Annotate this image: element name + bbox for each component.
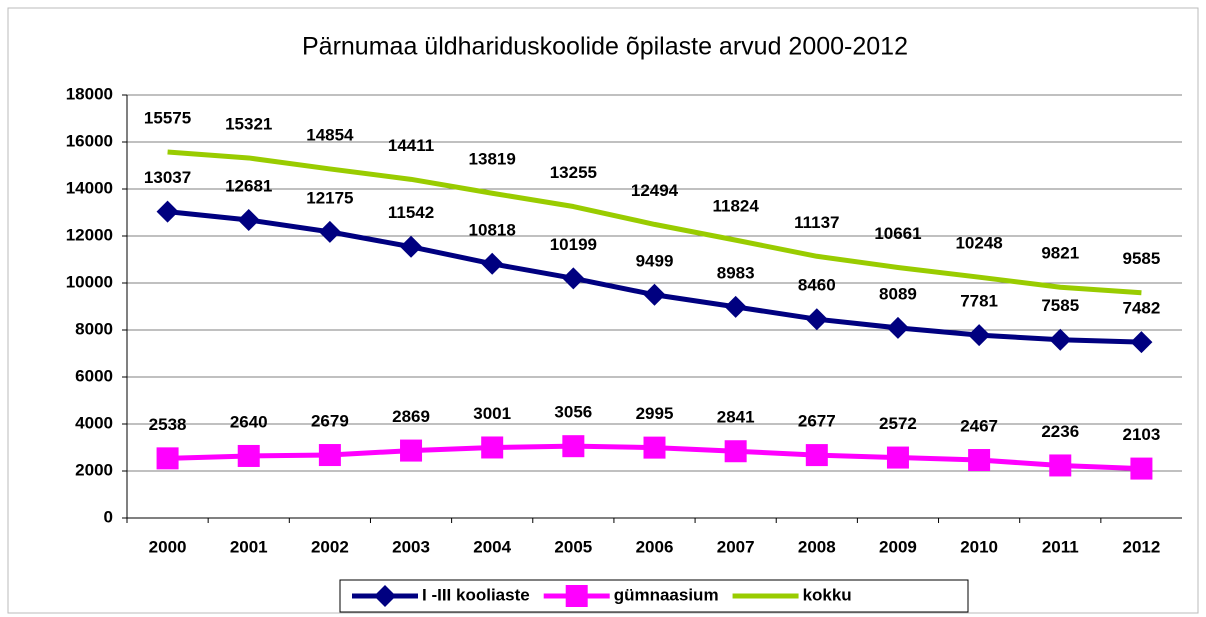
point-marker (481, 436, 504, 459)
y-tick-label: 16000 (66, 131, 113, 150)
x-tick-label: 2005 (554, 537, 592, 556)
data-label: 9499 (636, 251, 674, 270)
point-marker (481, 252, 504, 275)
data-label: 3056 (554, 403, 592, 422)
point-marker (968, 449, 991, 472)
data-label: 8089 (879, 284, 917, 303)
point-marker (724, 295, 747, 318)
point-marker (400, 235, 423, 258)
point-marker (318, 444, 341, 467)
data-label: 2869 (392, 407, 430, 426)
data-label: 13255 (550, 163, 597, 182)
y-tick-label: 0 (104, 507, 113, 526)
legend-marker (565, 585, 588, 607)
point-marker (886, 316, 909, 339)
data-label: 15575 (144, 108, 191, 127)
data-label: 2236 (1041, 422, 1079, 441)
legend-box (339, 579, 969, 613)
data-label: 10818 (469, 220, 516, 239)
y-tick-label: 6000 (75, 366, 113, 385)
point-marker (562, 267, 585, 290)
x-tick-label: 2011 (1042, 537, 1079, 556)
data-label: 12494 (631, 181, 679, 200)
x-tick-label: 2003 (392, 537, 430, 556)
point-marker (156, 447, 179, 470)
chart-frame (7, 7, 1199, 614)
point-marker (237, 208, 260, 231)
legend-label: I -III kooliaste (422, 585, 530, 604)
point-marker (400, 439, 423, 462)
point-marker (1049, 454, 1072, 477)
point-marker (643, 436, 666, 459)
data-label: 10661 (874, 224, 921, 243)
y-tick-label: 8000 (75, 319, 113, 338)
data-label: 14411 (388, 136, 434, 155)
x-tick-label: 2001 (230, 537, 268, 556)
point-marker (724, 440, 747, 463)
point-marker (156, 200, 179, 223)
data-label: 11137 (794, 213, 839, 232)
data-label: 14854 (306, 125, 354, 144)
data-label: 10199 (550, 235, 597, 254)
data-label: 2640 (230, 412, 268, 431)
y-tick-label: 2000 (75, 460, 113, 479)
data-label: 2572 (879, 414, 917, 433)
y-tick-label: 12000 (66, 225, 113, 244)
data-label: 2677 (798, 412, 836, 431)
point-marker (805, 308, 828, 331)
point-marker (237, 444, 260, 467)
y-tick-label: 18000 (66, 84, 113, 103)
x-tick-label: 2000 (149, 537, 187, 556)
x-tick-label: 2008 (798, 537, 836, 556)
point-marker (805, 444, 828, 467)
data-label: 12681 (225, 176, 272, 195)
data-label: 9821 (1041, 244, 1079, 263)
y-tick-label: 10000 (66, 272, 113, 291)
data-label: 2841 (717, 408, 755, 427)
data-label: 12175 (306, 188, 353, 207)
data-label: 2103 (1123, 425, 1161, 444)
data-label: 7482 (1123, 299, 1161, 318)
point-marker (562, 435, 585, 458)
data-label: 8983 (717, 263, 755, 282)
data-label: 2467 (960, 417, 998, 436)
data-label: 7585 (1041, 296, 1079, 315)
chart-title: Pärnumaa üldhariduskoolide õpilaste arvu… (302, 33, 908, 61)
data-label: 2679 (311, 412, 349, 431)
series-line (167, 149, 1142, 296)
legend-label: kokku (803, 585, 852, 604)
point-marker (1130, 331, 1153, 354)
x-tick-label: 2002 (311, 537, 349, 556)
data-label: 7781 (960, 292, 998, 311)
point-marker (1130, 457, 1153, 480)
data-label: 11542 (388, 203, 434, 222)
data-label: 15321 (225, 114, 272, 133)
data-label: 8460 (798, 276, 836, 295)
x-tick-label: 2006 (636, 537, 674, 556)
y-tick-label: 14000 (66, 178, 113, 197)
x-tick-label: 2010 (960, 537, 998, 556)
legend-marker (374, 585, 396, 607)
data-label: 10248 (955, 234, 1002, 253)
point-marker (643, 283, 666, 306)
point-marker (1049, 328, 1072, 351)
point-marker (318, 220, 341, 243)
x-tick-label: 2004 (473, 537, 511, 556)
data-label: 9585 (1123, 249, 1161, 268)
y-tick-label: 4000 (75, 413, 113, 432)
data-label: 13037 (144, 168, 191, 187)
data-label: 13819 (469, 150, 516, 169)
point-marker (886, 446, 909, 469)
data-label: 2995 (636, 404, 674, 423)
data-label: 3001 (473, 404, 511, 423)
point-marker (968, 324, 991, 347)
x-tick-label: 2009 (879, 537, 917, 556)
x-tick-label: 2012 (1123, 537, 1161, 556)
legend-label: gümnaasium (614, 585, 719, 604)
x-tick-label: 2007 (717, 537, 755, 556)
data-label: 11824 (712, 197, 759, 216)
data-label: 2538 (149, 415, 187, 434)
